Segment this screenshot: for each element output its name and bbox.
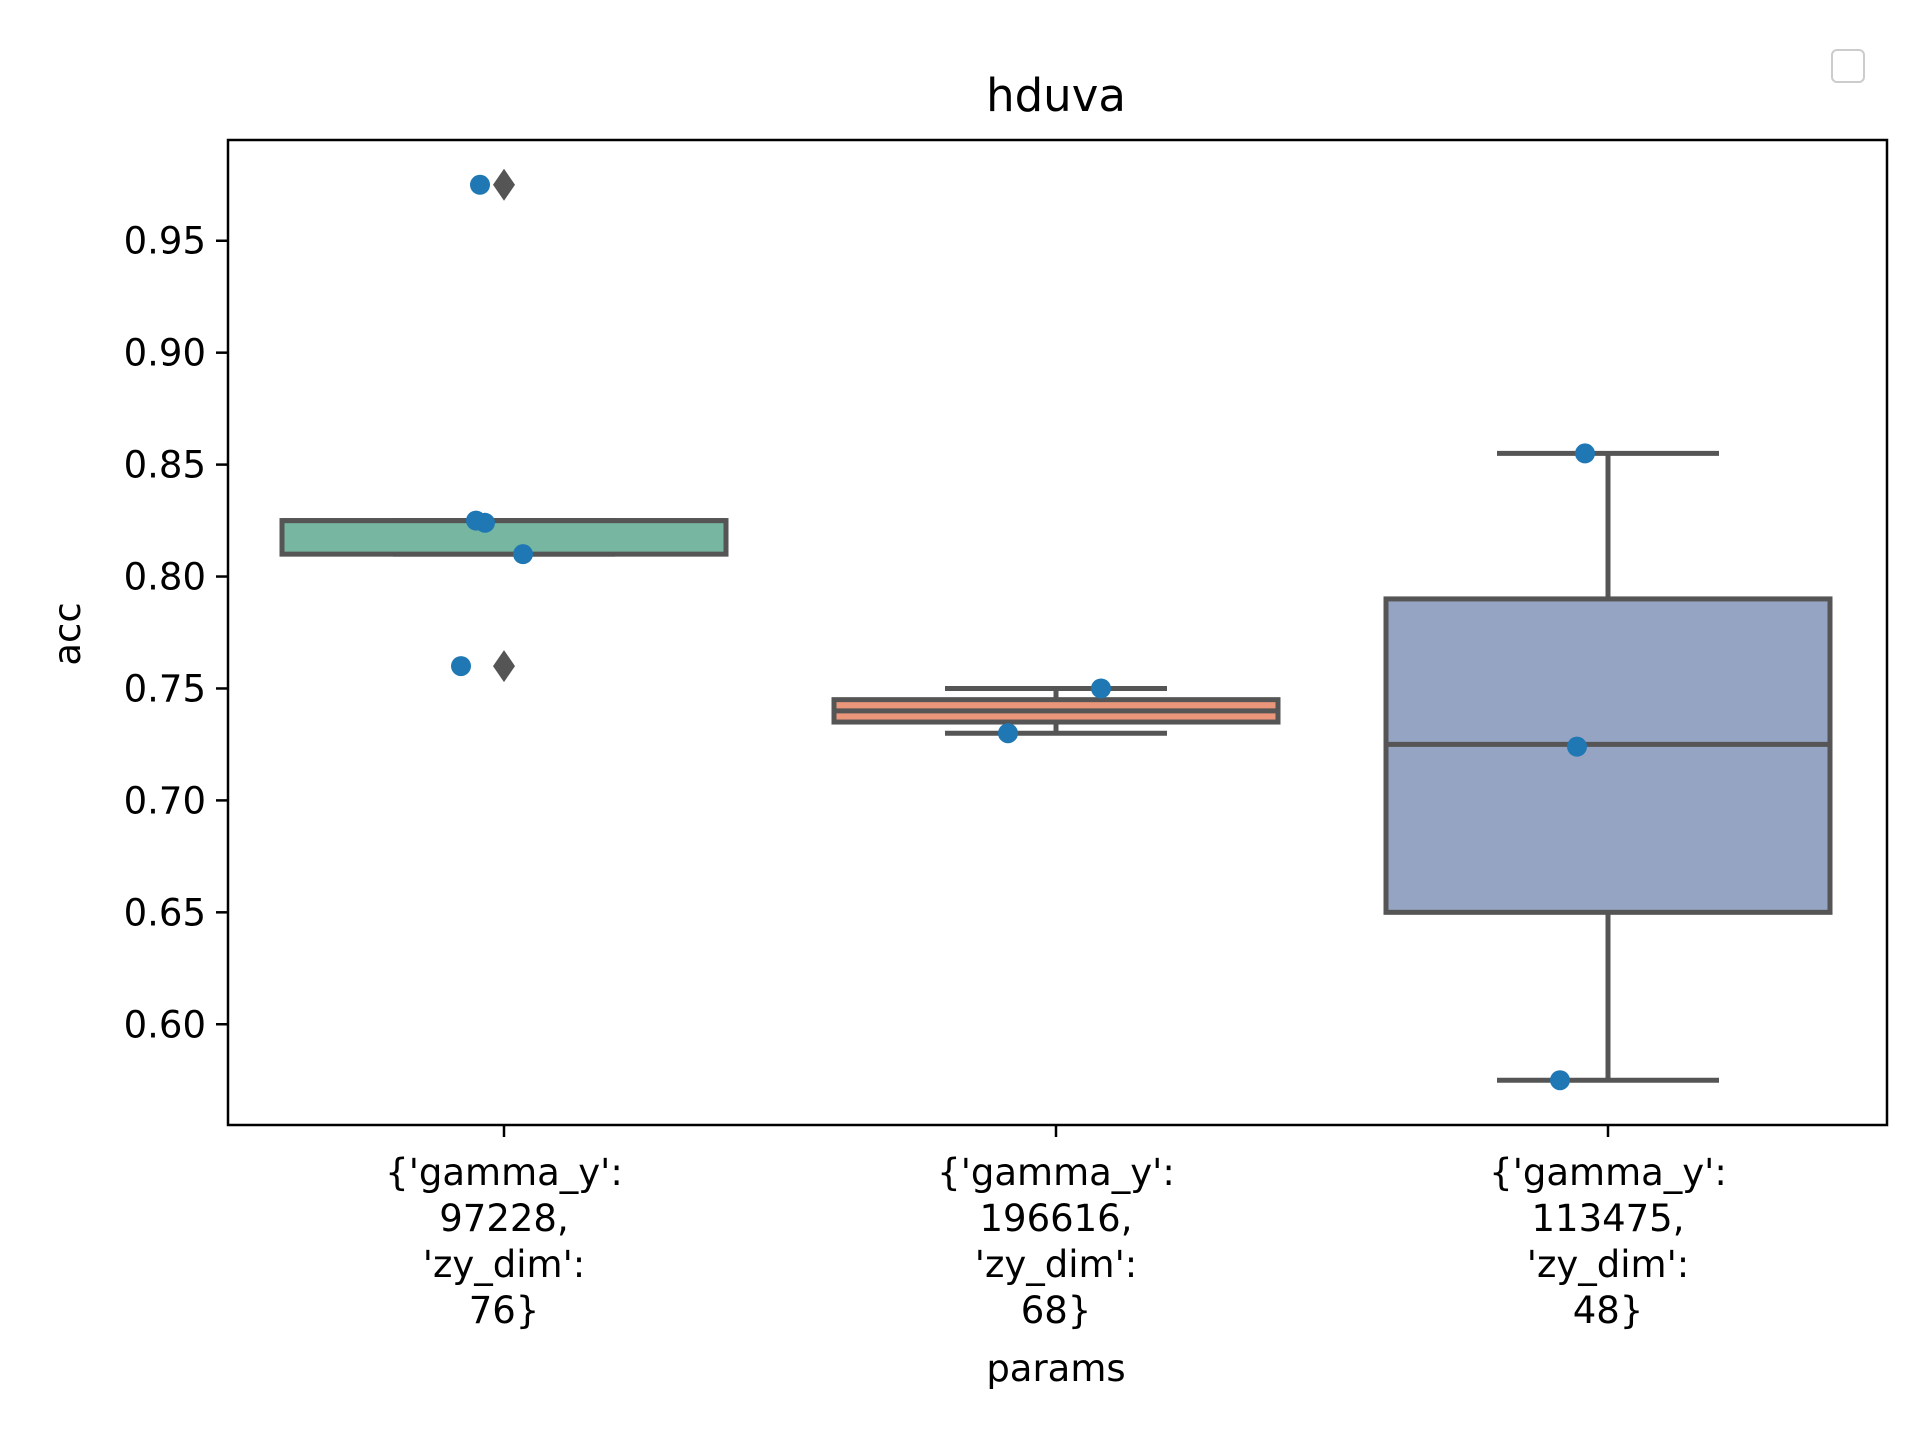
- x-tick-label: {'gamma_y':: [937, 1151, 1175, 1194]
- x-tick-label: 76}: [469, 1289, 540, 1332]
- plot-area: 0.60 0.65 0.70 0.75 0.80 0.85 0.90 0.95 {'gamma_…: [124, 138, 1889, 1332]
- x-tick-label: 'zy_dim':: [975, 1243, 1137, 1286]
- x-tick-label: 48}: [1573, 1289, 1644, 1332]
- box-group-2: [831, 678, 1281, 744]
- chart-title: hduva: [986, 69, 1126, 122]
- x-tick-label: 'zy_dim':: [1527, 1243, 1689, 1286]
- y-tick-label: 0.75: [124, 667, 206, 710]
- plot-frame: [226, 138, 1889, 1127]
- y-tick-label: 0.65: [124, 891, 206, 934]
- x-tick-label: 68}: [1021, 1289, 1092, 1332]
- data-point: [451, 656, 471, 677]
- x-tick-label: 'zy_dim':: [423, 1243, 585, 1286]
- y-tick-label: 0.90: [124, 332, 206, 375]
- data-point: [998, 723, 1018, 744]
- box-iqr: [1383, 596, 1833, 915]
- x-tick-label: {'gamma_y':: [385, 1151, 623, 1194]
- x-tick-label: {'gamma_y':: [1489, 1151, 1727, 1194]
- box-group-3: [1383, 443, 1833, 1091]
- x-tick-label: 97228,: [439, 1197, 568, 1240]
- outlier-marker: [493, 168, 515, 201]
- data-point: [513, 544, 533, 565]
- y-axis-title: acc: [46, 602, 89, 665]
- outlier-marker: [493, 650, 515, 683]
- data-point: [1091, 678, 1111, 699]
- data-point: [470, 174, 490, 195]
- x-tick-label: 113475,: [1531, 1197, 1684, 1240]
- y-tick-label: 0.70: [124, 779, 206, 822]
- y-tick-label: 0.85: [124, 444, 206, 487]
- y-tick-label: 0.60: [124, 1003, 206, 1046]
- y-tick-label: 0.80: [124, 556, 206, 599]
- legend-box: [1831, 49, 1865, 83]
- box-group-1: [279, 168, 729, 683]
- data-point: [1550, 1070, 1570, 1091]
- data-point: [475, 512, 495, 533]
- box-iqr: [279, 518, 729, 557]
- x-axis-title: params: [986, 1347, 1125, 1390]
- y-tick-label: 0.95: [124, 220, 206, 263]
- data-point: [1567, 736, 1587, 757]
- data-point: [1575, 443, 1595, 464]
- x-tick-label: 196616,: [979, 1197, 1132, 1240]
